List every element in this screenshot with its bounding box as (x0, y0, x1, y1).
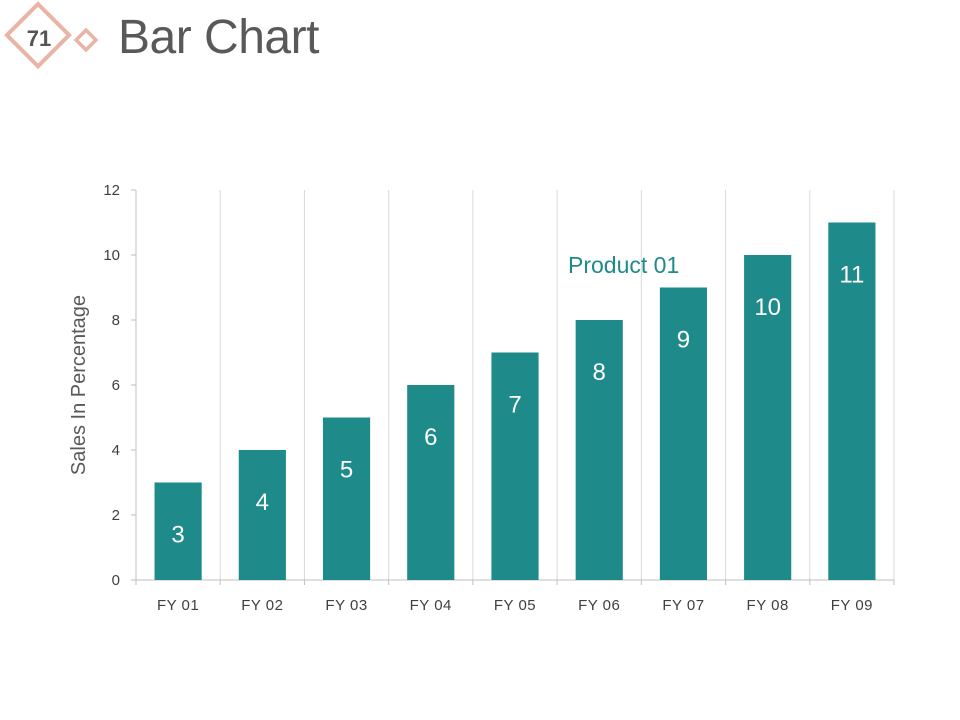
y-tick-label: 6 (112, 377, 120, 394)
y-tick-label: 0 (112, 572, 120, 589)
bars (154, 222, 876, 580)
bar (491, 352, 539, 580)
y-tick-label: 4 (112, 442, 120, 459)
y-tick-label: 2 (112, 507, 120, 524)
x-tick-label: FY 05 (494, 597, 536, 614)
data-label: 9 (677, 327, 690, 354)
bar (744, 255, 792, 580)
bar (407, 385, 455, 580)
x-tick-label: FY 06 (578, 597, 620, 614)
bar (828, 222, 876, 580)
y-tick-label: 8 (112, 312, 120, 329)
x-tick-label: FY 09 (831, 597, 873, 614)
bar (238, 450, 286, 580)
data-label: 11 (839, 262, 864, 289)
series-label: Product 01 (568, 252, 679, 278)
x-tick-label: FY 03 (325, 597, 367, 614)
bar (154, 482, 202, 580)
data-label: 7 (508, 392, 521, 419)
data-label: 5 (340, 457, 353, 484)
x-tick-label: FY 07 (662, 597, 704, 614)
labels: 0 2 4 6 8 10 12 3 FY 01 4 FY 02 5 FY 03 6 FY 04 7 FY 05 8… (103, 182, 873, 614)
data-label: 3 (171, 522, 184, 549)
slide-number: 71 (26, 26, 52, 51)
x-tick-label: FY 08 (747, 597, 789, 614)
x-tick-label: FY 02 (241, 597, 283, 614)
badge-diamond-large (4, 1, 72, 70)
data-label: 6 (424, 424, 437, 451)
bar (575, 320, 623, 580)
x-tick-label: FY 01 (157, 597, 199, 614)
bar (659, 287, 708, 580)
data-label: 10 (754, 294, 781, 321)
x-tick-label: FY 04 (410, 597, 452, 614)
data-label: 8 (593, 359, 606, 386)
data-label: 4 (256, 489, 269, 516)
y-axis-title: Sales In Percentage (68, 295, 90, 475)
y-tick-label: 12 (103, 182, 120, 199)
bar (322, 417, 371, 580)
slide-number-badge (4, 1, 99, 70)
page-title: Bar Chart (118, 11, 319, 64)
badge-diamond-small (73, 27, 99, 53)
y-tick-label: 10 (103, 247, 120, 264)
grid-lines (219, 190, 895, 580)
